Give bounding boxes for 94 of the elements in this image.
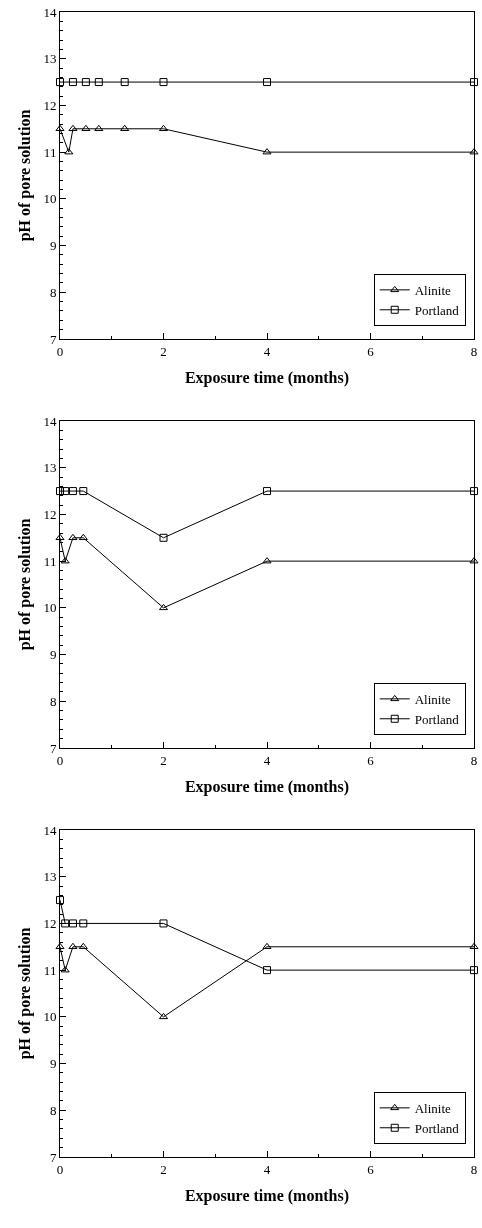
y-tick-label: 10 bbox=[43, 1009, 57, 1025]
x-tick-label: 6 bbox=[367, 1161, 375, 1177]
point bbox=[68, 487, 77, 496]
y-tick-label: 13 bbox=[43, 460, 57, 476]
y-tick-label: 11 bbox=[43, 144, 57, 160]
point bbox=[55, 533, 65, 541]
y-tick-label: 8 bbox=[49, 1102, 57, 1118]
point bbox=[61, 487, 70, 496]
point bbox=[68, 78, 77, 87]
point bbox=[78, 942, 88, 950]
x-tick-label: 0 bbox=[56, 1161, 64, 1177]
y-tick-label: 11 bbox=[43, 962, 57, 978]
x-tick-label: 8 bbox=[470, 343, 478, 359]
point bbox=[55, 942, 65, 950]
point bbox=[68, 533, 78, 541]
point bbox=[159, 78, 168, 87]
point bbox=[55, 124, 65, 132]
x-tick-label: 8 bbox=[470, 1161, 478, 1177]
x-tick-label: 4 bbox=[263, 1161, 271, 1177]
point bbox=[159, 919, 168, 928]
point bbox=[120, 124, 130, 132]
point bbox=[262, 557, 272, 564]
x-tick-label: 0 bbox=[56, 752, 64, 768]
y-tick-label: 12 bbox=[43, 915, 57, 931]
point bbox=[470, 78, 478, 87]
y-tick-label: 10 bbox=[43, 191, 57, 207]
point bbox=[158, 124, 169, 132]
point bbox=[61, 919, 70, 928]
x-tick-label: 2 bbox=[160, 1161, 167, 1177]
point bbox=[263, 966, 271, 975]
x-tick-label: 6 bbox=[367, 343, 375, 359]
point bbox=[81, 78, 90, 87]
x-tick-label: 2 bbox=[160, 343, 167, 359]
point bbox=[81, 124, 91, 132]
y-tick-label: 13 bbox=[43, 51, 57, 67]
y-tick-label: 14 bbox=[43, 413, 57, 429]
x-tick-label: 6 bbox=[367, 752, 375, 768]
legend-label: Alinite bbox=[414, 282, 452, 298]
y-tick-label: 9 bbox=[49, 647, 57, 663]
y-tick-label: 9 bbox=[49, 238, 57, 254]
y-tick-label: 14 bbox=[43, 822, 57, 838]
point bbox=[470, 487, 478, 496]
y-axis-title: pH of pore solution bbox=[16, 109, 35, 242]
point bbox=[79, 919, 88, 928]
y-tick-label: 8 bbox=[49, 284, 57, 300]
point bbox=[469, 557, 479, 564]
x-axis-title: Exposure time (months) bbox=[184, 369, 350, 388]
point bbox=[68, 919, 77, 928]
y-tick-label: 12 bbox=[43, 97, 57, 113]
y-tick-label: 9 bbox=[49, 1056, 57, 1072]
x-tick-label: 8 bbox=[470, 752, 478, 768]
x-tick-label: 4 bbox=[263, 752, 271, 768]
point bbox=[159, 533, 168, 542]
point bbox=[56, 487, 64, 496]
y-tick-label: 14 bbox=[43, 4, 57, 20]
y-tick-label: 7 bbox=[49, 1149, 57, 1165]
point bbox=[56, 896, 64, 905]
y-tick-label: 7 bbox=[49, 331, 57, 347]
y-tick-label: 12 bbox=[43, 506, 57, 522]
legend-label: Portland bbox=[414, 711, 460, 727]
point bbox=[469, 942, 479, 950]
y-tick-label: 7 bbox=[49, 740, 57, 756]
y-tick-label: 11 bbox=[43, 553, 57, 569]
point bbox=[469, 148, 479, 155]
legend-label: Portland bbox=[414, 302, 460, 318]
legend-label: Alinite bbox=[414, 1100, 452, 1116]
y-axis-title: pH of pore solution bbox=[16, 927, 35, 1060]
x-axis-title: Exposure time (months) bbox=[184, 778, 350, 797]
point bbox=[68, 942, 78, 950]
point bbox=[263, 487, 271, 496]
x-axis-title: Exposure time (months) bbox=[184, 1187, 350, 1206]
point bbox=[79, 487, 88, 496]
legend-label: Alinite bbox=[414, 691, 452, 707]
point bbox=[94, 124, 104, 132]
x-tick-label: 0 bbox=[56, 343, 64, 359]
legend-label: Portland bbox=[414, 1120, 460, 1136]
point bbox=[68, 124, 78, 132]
y-tick-label: 13 bbox=[43, 869, 57, 885]
point bbox=[78, 533, 88, 541]
point bbox=[470, 966, 478, 975]
x-tick-label: 2 bbox=[160, 752, 167, 768]
x-tick-label: 4 bbox=[263, 343, 271, 359]
point bbox=[94, 78, 103, 87]
point bbox=[56, 78, 64, 87]
point bbox=[262, 942, 272, 950]
y-tick-label: 8 bbox=[49, 693, 57, 709]
point bbox=[158, 1012, 169, 1020]
y-axis-title: pH of pore solution bbox=[16, 518, 35, 651]
point bbox=[158, 603, 169, 611]
point bbox=[64, 148, 74, 155]
point bbox=[262, 148, 272, 155]
point bbox=[263, 78, 271, 87]
point bbox=[120, 78, 129, 87]
y-tick-label: 10 bbox=[43, 600, 57, 616]
